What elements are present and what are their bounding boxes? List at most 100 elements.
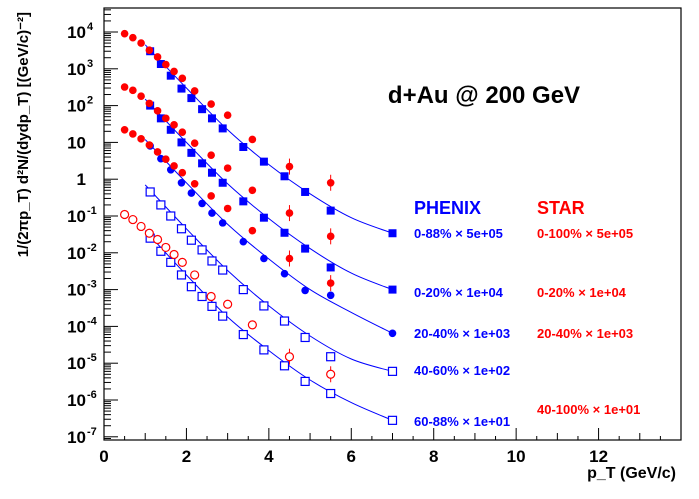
data-point <box>248 135 257 144</box>
fit-curves <box>144 44 393 421</box>
data-point <box>166 71 175 80</box>
y-tick-label: 10 <box>67 23 86 42</box>
data-point <box>176 224 187 234</box>
data-point <box>388 229 397 238</box>
data-point <box>162 114 170 123</box>
y-tick-exponent: -4 <box>87 315 98 327</box>
data-point <box>170 67 178 76</box>
legend-entry: 0-88% × 5e+05 <box>414 226 503 241</box>
data-point <box>197 291 207 302</box>
data-point <box>145 99 154 108</box>
data-point <box>326 369 336 379</box>
y-tick-label: 10 <box>67 428 86 447</box>
data-point <box>145 141 154 149</box>
data-point <box>120 83 129 91</box>
data-point <box>170 121 178 129</box>
data-point <box>186 282 196 292</box>
data-point <box>177 257 187 267</box>
data-point <box>128 214 138 225</box>
data-point <box>326 291 335 300</box>
data-point <box>144 228 154 238</box>
data-point <box>207 301 217 311</box>
data-point <box>218 219 227 227</box>
data-point <box>218 178 227 187</box>
data-point <box>162 155 170 163</box>
data-point <box>187 189 196 197</box>
data-point <box>326 279 335 287</box>
x-tick-label: 4 <box>264 447 274 466</box>
x-tick-label: 8 <box>429 447 438 466</box>
data-point <box>280 228 289 237</box>
y-tick-exponent: -6 <box>87 389 97 401</box>
data-point <box>178 74 187 83</box>
data-point <box>137 39 145 47</box>
legend-entry: 40-60% × 1e+02 <box>414 363 510 378</box>
data-point <box>207 256 217 266</box>
data-point <box>326 206 335 215</box>
x-tick-label: 10 <box>507 447 526 466</box>
y-tick-label: 10 <box>67 244 86 263</box>
y-tick-label: 10 <box>67 391 86 410</box>
data-point <box>152 234 163 245</box>
data-point <box>178 168 187 177</box>
data-point <box>218 124 227 133</box>
data-point <box>239 237 248 246</box>
data-point <box>259 301 269 311</box>
data-point <box>279 316 290 326</box>
data-point <box>190 270 200 280</box>
data-point <box>301 187 310 196</box>
y-tick-exponent: 3 <box>87 58 93 70</box>
data-point <box>285 162 294 171</box>
data-point <box>326 388 336 399</box>
data-point <box>259 157 268 166</box>
legend-entry: 0-20% × 1e+04 <box>414 285 504 300</box>
data-point <box>301 244 310 253</box>
data-point <box>326 232 335 241</box>
data-point <box>279 361 290 371</box>
data-point <box>156 200 166 210</box>
data-point <box>387 415 398 425</box>
data-point <box>301 286 309 295</box>
data-point <box>206 291 216 302</box>
x-tick-label: 2 <box>182 447 191 466</box>
data-point <box>120 125 129 134</box>
x-tick-label: 12 <box>589 447 608 466</box>
data-point <box>169 249 179 260</box>
data-point <box>187 148 196 157</box>
legend-entry: 0-100% × 5e+05 <box>537 226 633 241</box>
data-point <box>207 192 215 200</box>
y-tick-label: 10 <box>67 281 86 300</box>
data-point <box>223 164 232 172</box>
data-point <box>156 60 165 69</box>
data-point <box>166 125 175 134</box>
data-point <box>176 270 187 280</box>
data-point <box>223 299 233 309</box>
data-point <box>208 209 216 217</box>
y-tick-exponent: -1 <box>87 205 97 217</box>
y-tick-label: 10 <box>67 97 86 116</box>
data-point <box>300 332 310 343</box>
data-point <box>197 245 207 255</box>
data-point <box>218 265 228 275</box>
y-tick-label: 10 <box>67 207 86 226</box>
data-point <box>156 114 165 123</box>
data-point <box>120 209 130 220</box>
data-point <box>166 211 176 221</box>
data-point <box>190 179 199 188</box>
data-point <box>300 376 310 387</box>
x-axis-label: p_T (GeV/c) <box>587 465 676 482</box>
data-point <box>388 329 397 338</box>
data-point <box>153 148 162 156</box>
fit-curve <box>144 44 393 234</box>
data-point <box>207 168 216 177</box>
data-point <box>260 254 268 263</box>
data-point <box>326 263 335 272</box>
data-point <box>145 187 155 197</box>
data-point <box>238 285 248 295</box>
data-point <box>239 142 248 151</box>
data-point <box>190 87 199 95</box>
data-point <box>198 199 206 208</box>
fit-curve <box>144 98 393 291</box>
data-point <box>285 209 294 217</box>
